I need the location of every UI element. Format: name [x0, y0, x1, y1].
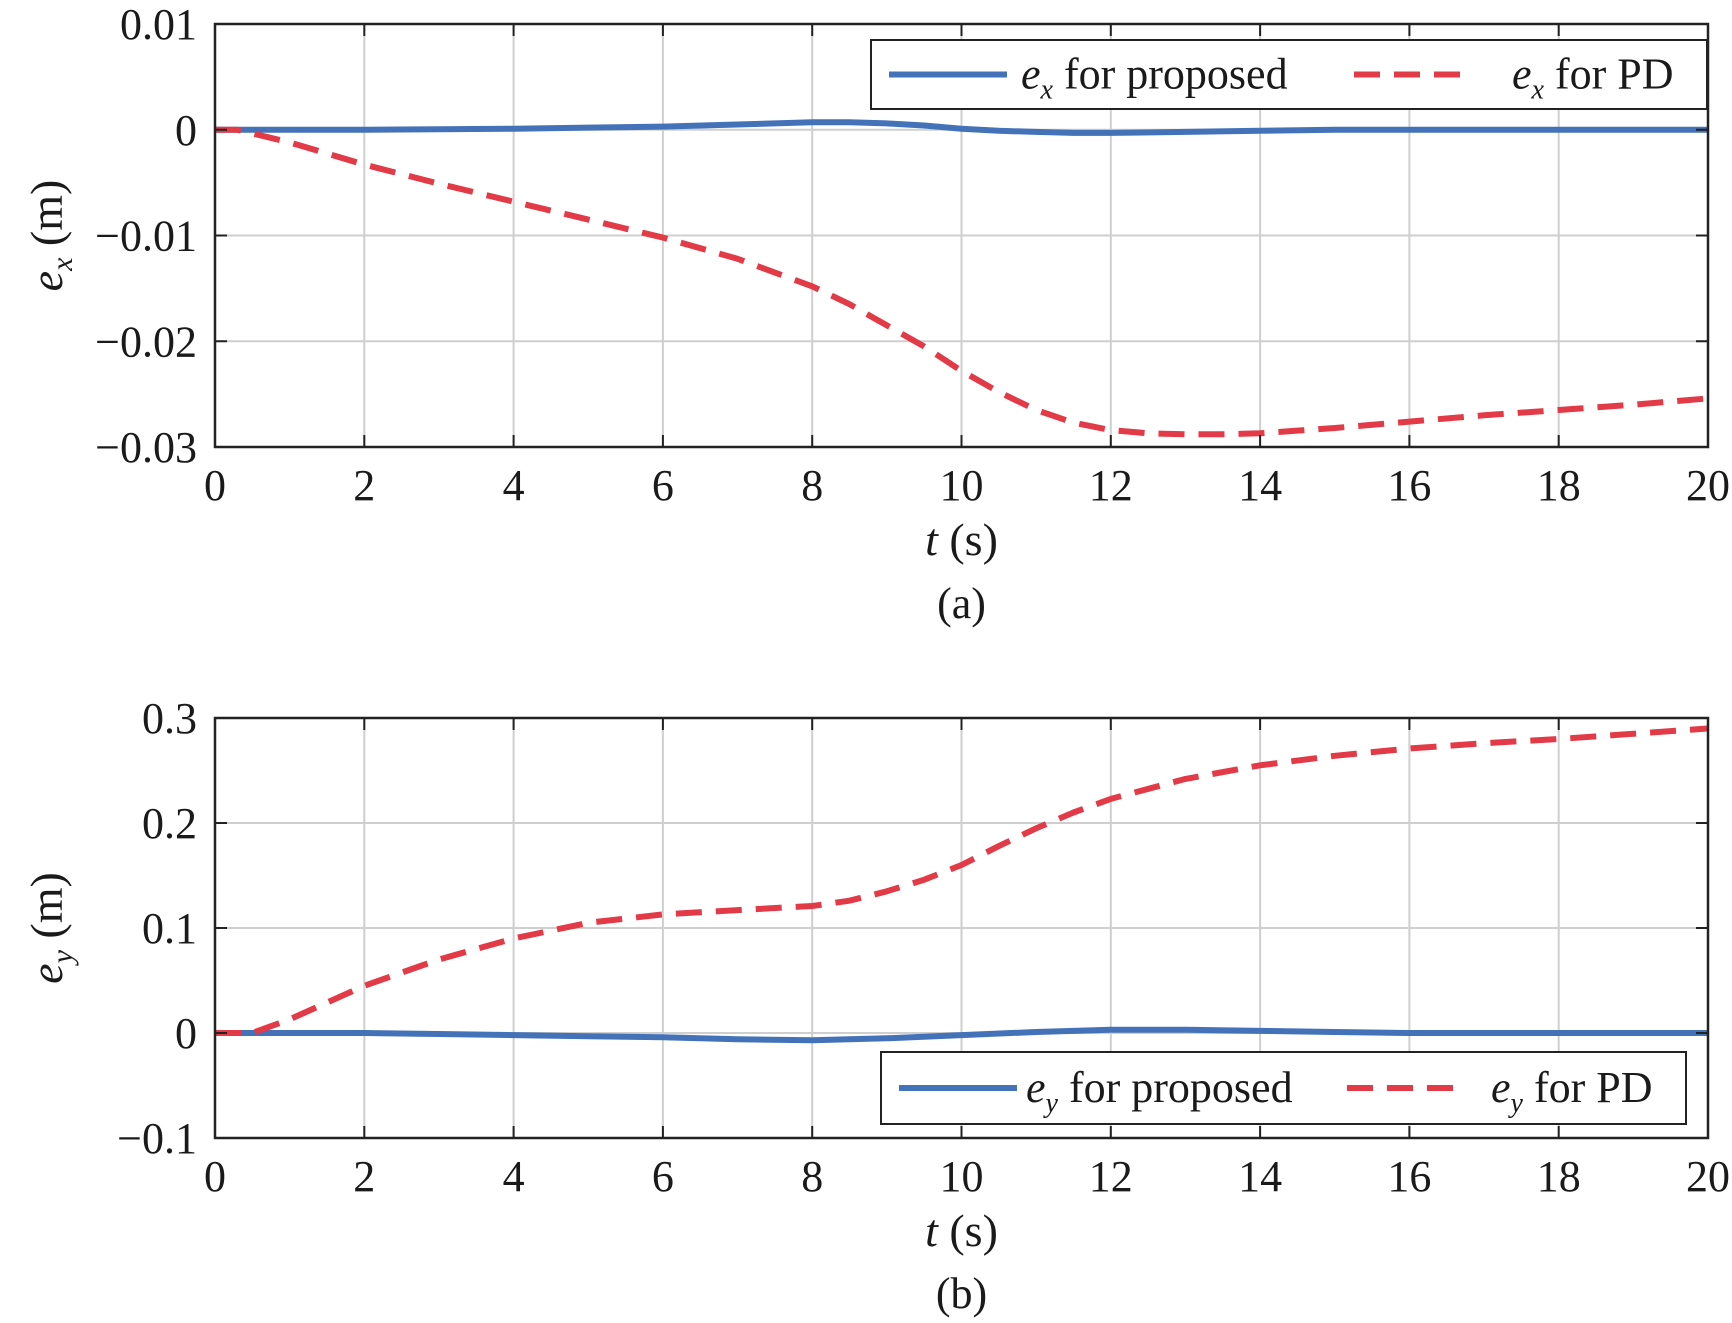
y-tick-label: 0.1: [142, 904, 197, 953]
panel-b: 0 2 4 6 8 10 12 14 16 18 200.30.20.10−0.1t (s)ey (…: [21, 694, 1730, 1318]
x-tick-label: 14: [1238, 461, 1282, 510]
legend-label-pd: ex for PD: [1512, 50, 1674, 106]
x-tick-label: 12: [1089, 1152, 1133, 1201]
y-axis-label: ey (m): [21, 872, 79, 984]
legend-label-proposed: ey for proposed: [1026, 1063, 1293, 1119]
x-tick-label: 8: [801, 1152, 823, 1201]
x-tick-label: 10: [940, 1152, 984, 1201]
panel-a: 0 2 4 6 8 10 12 14 16 18 20 0.01 0 −0.01 −0.02 −0.03 t (…: [21, 0, 1730, 628]
y-tick-label: −0.1: [117, 1114, 197, 1163]
x-tick-label: 20: [1686, 1152, 1730, 1201]
series-line-pd: [215, 725, 1708, 1036]
panel-caption: (a): [937, 579, 986, 628]
series-line-pd: [215, 126, 1708, 438]
x-tick-label: 14: [1238, 1152, 1282, 1201]
x-tick-label: 16: [1387, 461, 1431, 510]
y-tick-label: 0.3: [142, 694, 197, 743]
x-tick-label: 2: [353, 461, 375, 510]
x-tick-label: 18: [1537, 461, 1581, 510]
series-group: [215, 725, 1708, 1044]
y-tick-label: −0.03: [95, 423, 197, 472]
x-axis-label: t (s): [925, 514, 998, 565]
y-tick-label: 0.2: [142, 799, 197, 848]
y-tick-label: 0.01: [120, 0, 197, 49]
x-tick-label: 6: [652, 461, 674, 510]
legend-label-pd: ey for PD: [1491, 1063, 1653, 1119]
panel-caption: (b): [936, 1269, 987, 1318]
x-tick-label: 18: [1537, 1152, 1581, 1201]
series-line-proposed: [215, 119, 1708, 136]
x-tick-label: 8: [801, 461, 823, 510]
y-tick-label: 0: [175, 1009, 197, 1058]
y-tick-label: −0.02: [95, 317, 197, 366]
legend: ex for proposed ex for PD: [870, 39, 1708, 110]
x-tick-label: 0: [204, 1152, 226, 1201]
x-tick-label: 0: [204, 461, 226, 510]
series-group: [215, 119, 1708, 438]
x-tick-label: 12: [1089, 461, 1133, 510]
x-tick-label: 2: [353, 1152, 375, 1201]
x-tick-label: 10: [940, 461, 984, 510]
x-tick-label: 4: [503, 1152, 525, 1201]
x-tick-label: 4: [503, 461, 525, 510]
y-axis-label: ex (m): [21, 180, 79, 292]
x-tick-label: 16: [1387, 1152, 1431, 1201]
x-tick-label: 6: [652, 1152, 674, 1201]
x-axis-label: t (s): [925, 1205, 998, 1256]
legend: ey for proposed ey for PD: [880, 1051, 1687, 1125]
legend-box: [870, 39, 1708, 110]
y-tick-label: 0: [175, 106, 197, 155]
legend-label-proposed: ex for proposed: [1021, 50, 1288, 106]
series-line-proposed: [215, 1026, 1708, 1044]
x-tick-label: 20: [1686, 461, 1730, 510]
y-tick-label: −0.01: [95, 212, 197, 261]
